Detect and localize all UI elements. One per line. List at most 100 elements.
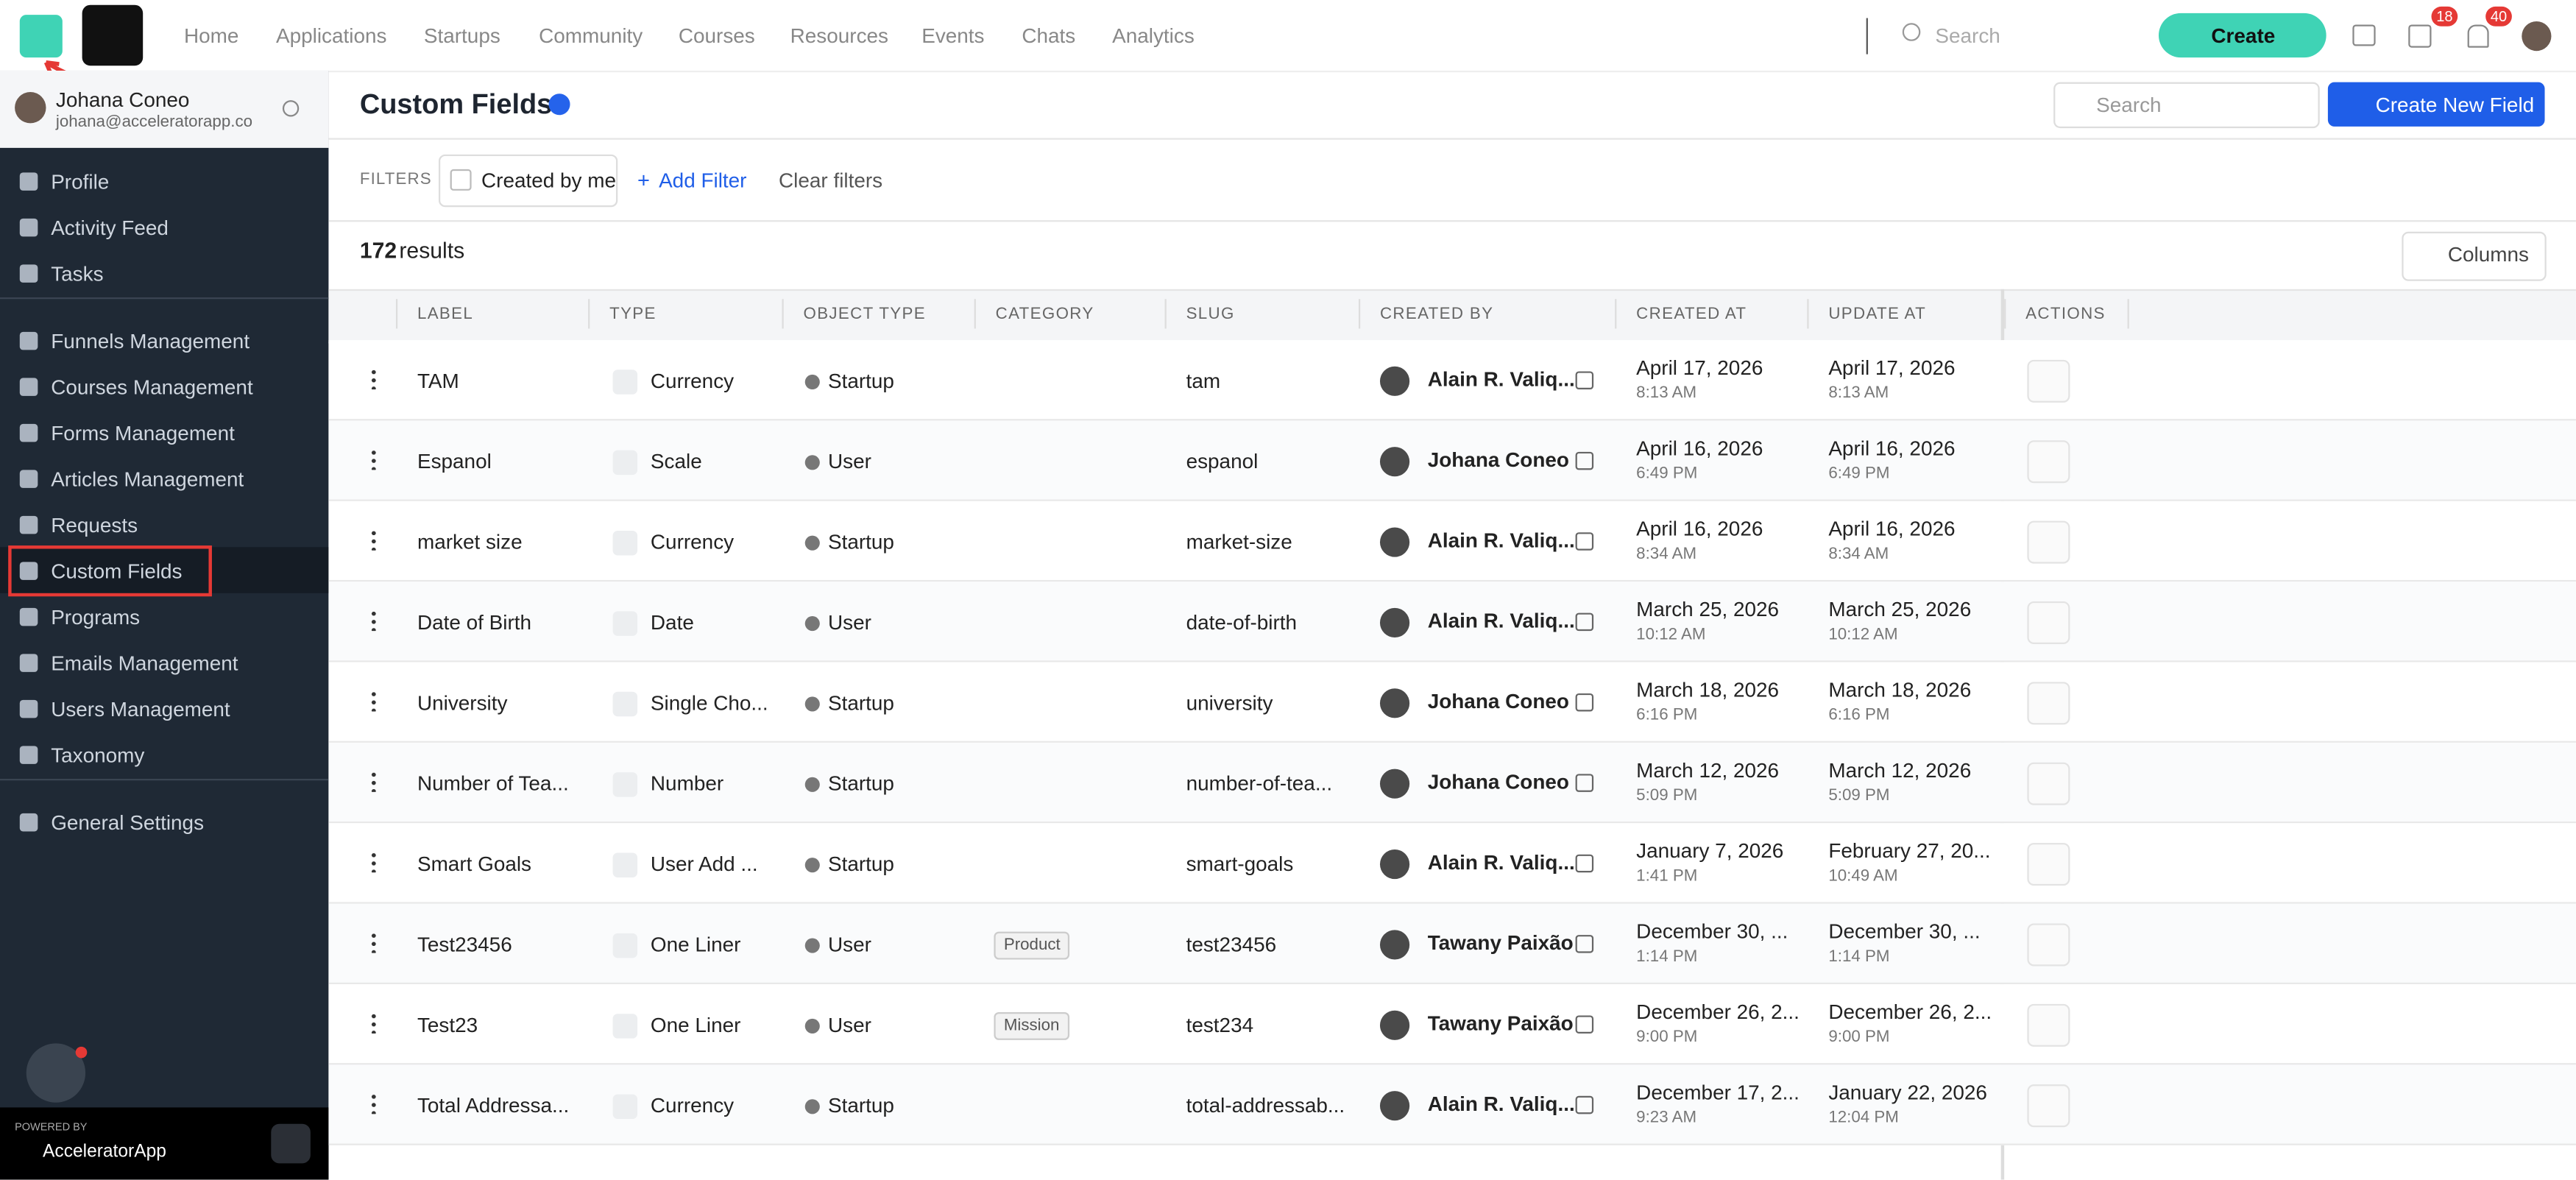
external-link[interactable]: [1575, 1015, 1594, 1034]
settings-button[interactable]: [2027, 682, 2070, 725]
external-link[interactable]: [1575, 612, 1594, 632]
type-icon: [612, 852, 638, 877]
create-button[interactable]: [2158, 13, 2326, 58]
column-divider: [395, 299, 398, 329]
external-link[interactable]: [1575, 532, 1594, 551]
user-panel: [0, 70, 329, 148]
filter-chip[interactable]: [438, 154, 618, 208]
menu-item[interactable]: Funnels Management: [51, 330, 250, 353]
row-menu[interactable]: [371, 1092, 377, 1114]
bell-icon[interactable]: [2467, 24, 2489, 48]
object-icon: [804, 777, 820, 792]
external-link[interactable]: [1575, 693, 1594, 712]
nav-link[interactable]: Chats: [1022, 24, 1076, 48]
filter-label[interactable]: Created by me: [481, 169, 617, 193]
column-header[interactable]: CREATED BY: [1379, 305, 1494, 324]
settings-button[interactable]: [2027, 1003, 2070, 1047]
row-menu[interactable]: [371, 1011, 377, 1034]
external-link[interactable]: [1575, 774, 1594, 792]
menu-item[interactable]: Articles Management: [51, 468, 244, 492]
calendar-icon[interactable]: [2352, 24, 2376, 46]
settings-button[interactable]: [2027, 440, 2070, 484]
create-field-button[interactable]: [2327, 82, 2545, 127]
nav-search[interactable]: Search: [1935, 24, 2000, 48]
column-header[interactable]: SLUG: [1186, 305, 1235, 324]
menu-item[interactable]: Profile: [51, 171, 110, 194]
nav-link[interactable]: Courses: [678, 24, 755, 48]
column-header[interactable]: CATEGORY: [995, 305, 1094, 324]
menu-item[interactable]: Activity Feed: [51, 216, 169, 240]
creator: Johana Coneo: [1427, 448, 1569, 472]
external-link[interactable]: [1575, 1095, 1594, 1114]
external-link[interactable]: [1575, 371, 1594, 390]
column-header[interactable]: ACTIONS: [2025, 305, 2106, 324]
menu-item[interactable]: Custom Fields: [51, 560, 183, 584]
column-header[interactable]: LABEL: [417, 305, 474, 324]
row-menu[interactable]: [371, 851, 377, 873]
columns-button[interactable]: [2402, 231, 2547, 281]
menu-item[interactable]: Emails Management: [51, 652, 238, 676]
nav-link[interactable]: Home: [183, 24, 239, 48]
row-menu[interactable]: [371, 529, 377, 551]
search-box[interactable]: [2053, 82, 2320, 129]
plus: +: [637, 167, 651, 193]
nav-link[interactable]: Resources: [790, 24, 889, 48]
nav-link[interactable]: Community: [539, 24, 643, 48]
row-menu[interactable]: [371, 448, 377, 470]
row-menu[interactable]: [371, 610, 377, 632]
create-label[interactable]: Create: [2211, 24, 2276, 48]
settings-button[interactable]: [2027, 1084, 2070, 1128]
row-menu[interactable]: [371, 770, 377, 792]
settings-button[interactable]: [2027, 359, 2070, 403]
column-header[interactable]: CREATED AT: [1636, 305, 1747, 324]
logo[interactable]: [82, 4, 144, 66]
settings-button[interactable]: [2027, 601, 2070, 644]
type-icon: [612, 611, 638, 636]
column-header[interactable]: UPDATE AT: [1828, 305, 1927, 324]
nav-link[interactable]: Events: [921, 24, 985, 48]
info-icon[interactable]: [548, 93, 570, 116]
type: Currency: [650, 370, 735, 393]
row-menu[interactable]: [371, 690, 377, 712]
checkbox[interactable]: [450, 169, 472, 191]
tasks-icon[interactable]: [2408, 24, 2432, 48]
menu-item[interactable]: Tasks: [51, 263, 104, 286]
avatar[interactable]: [2522, 21, 2552, 52]
column-divider: [2127, 299, 2129, 329]
nav-link[interactable]: Applications: [275, 24, 387, 48]
created-time: 8:34 AM: [1636, 545, 1697, 564]
menu-item[interactable]: Taxonomy: [51, 744, 145, 768]
menu-icon: [19, 746, 38, 764]
updated-date: December 30, ...: [1828, 919, 1981, 944]
menu-item[interactable]: Users Management: [51, 698, 230, 721]
settings-button[interactable]: [2027, 843, 2070, 886]
add-filter[interactable]: Add Filter: [659, 169, 747, 193]
external-link[interactable]: [1575, 935, 1594, 953]
nav-link[interactable]: Analytics: [1112, 24, 1195, 48]
menu-item[interactable]: Courses Management: [51, 376, 253, 400]
nav-link[interactable]: Startups: [423, 24, 500, 48]
support-button[interactable]: [271, 1123, 311, 1164]
settings-button[interactable]: [2027, 762, 2070, 805]
column-header[interactable]: OBJECT TYPE: [803, 305, 926, 324]
apps-button[interactable]: [19, 15, 63, 58]
clear-filters[interactable]: Clear filters: [779, 169, 883, 193]
external-link[interactable]: [1575, 854, 1594, 873]
object-type: User: [827, 933, 871, 957]
create-field-label[interactable]: Create New Field: [2375, 93, 2535, 117]
row-menu[interactable]: [371, 931, 377, 953]
settings-button[interactable]: [2027, 520, 2070, 564]
menu-item[interactable]: Forms Management: [51, 422, 235, 445]
row-menu[interactable]: [371, 367, 377, 390]
settings-button[interactable]: [2027, 923, 2070, 967]
created-time: 8:13 AM: [1636, 384, 1697, 403]
menu-item[interactable]: Programs: [51, 606, 141, 629]
menu-item[interactable]: General Settings: [51, 811, 205, 835]
logout[interactable]: [282, 100, 300, 117]
columns-label[interactable]: Columns: [2447, 243, 2529, 266]
type-icon: [612, 691, 638, 717]
column-header[interactable]: TYPE: [609, 305, 657, 324]
external-link[interactable]: [1575, 451, 1594, 470]
menu-item[interactable]: Requests: [51, 514, 138, 537]
search-placeholder[interactable]: Search: [2096, 93, 2162, 117]
